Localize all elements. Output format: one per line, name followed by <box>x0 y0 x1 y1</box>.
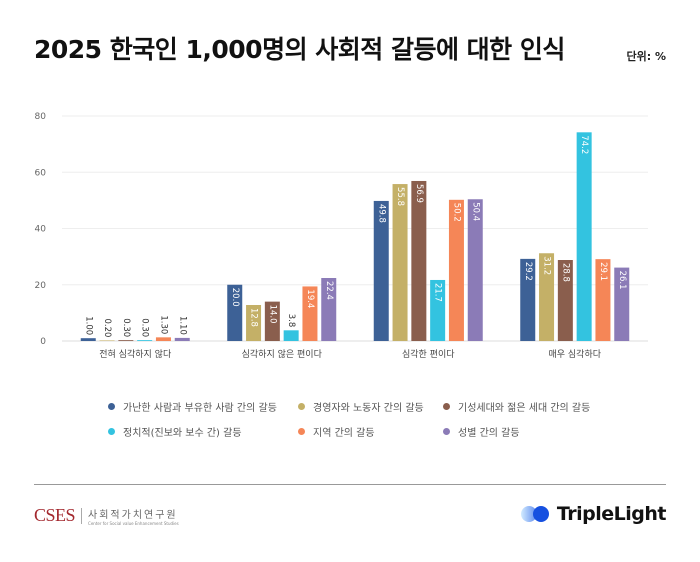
bar <box>430 279 446 341</box>
x-tick-label: 매우 심각하다 <box>548 348 601 360</box>
bar <box>520 258 536 341</box>
legend-swatch <box>298 403 305 410</box>
bar <box>227 284 243 341</box>
legend-swatch <box>443 403 450 410</box>
data-label: 26.1 <box>617 271 627 290</box>
data-label: 29.1 <box>598 262 608 281</box>
legend-item: 지역 간의 갈등 <box>298 424 375 439</box>
data-label: 56.9 <box>414 184 424 203</box>
triplelight-logo-text: TripleLight <box>556 503 667 525</box>
bar <box>283 330 299 341</box>
legend-swatch <box>443 428 450 435</box>
legend-item: 정치적(진보와 보수 간) 갈등 <box>108 424 242 439</box>
legend-label: 지역 간의 갈등 <box>313 428 375 439</box>
unit-label: 단위: % <box>626 50 667 63</box>
y-tick-label: 60 <box>35 168 47 178</box>
bar <box>321 278 337 341</box>
data-label: 14.0 <box>267 305 277 324</box>
data-label: 3.8 <box>286 314 296 328</box>
data-label: 19.4 <box>305 289 315 308</box>
legend-swatch <box>108 428 115 435</box>
data-label: 31.2 <box>542 256 552 275</box>
legend-item: 성별 간의 갈등 <box>443 424 520 439</box>
x-tick-label: 심각한 편이다 <box>402 348 455 360</box>
divider <box>34 484 666 485</box>
y-tick-label: 40 <box>35 225 47 235</box>
legend-label: 경영자와 노동자 간의 갈등 <box>313 403 424 414</box>
data-label: 0.20 <box>102 319 112 338</box>
bar <box>576 132 592 341</box>
bar <box>557 260 573 341</box>
data-label: 49.8 <box>376 204 386 223</box>
legend-item: 기성세대와 젊은 세대 간의 갈등 <box>443 399 590 414</box>
bar <box>448 199 464 341</box>
triplelight-logo-icon <box>520 506 549 522</box>
bar <box>614 267 630 341</box>
bar <box>174 337 190 341</box>
data-label: 0.30 <box>121 318 131 337</box>
legend-label: 정치적(진보와 보수 간) 갈등 <box>123 428 242 439</box>
bar <box>539 253 555 341</box>
bar <box>80 338 96 341</box>
legend-label: 가난한 사람과 부유한 사람 간의 갈등 <box>123 403 277 414</box>
legend-swatch <box>298 428 305 435</box>
data-label: 12.8 <box>249 308 259 327</box>
x-tick-label: 심각하지 않은 편이다 <box>242 348 323 360</box>
bar <box>595 259 611 341</box>
cses-logo-text: CSES <box>34 505 76 525</box>
bar-chart: 0 20 40 60 80 전혀 심각하지 않다 1.00 0.20 0.30 0.30 1.30 1… <box>35 112 648 360</box>
cses-english-name: Center for Social value Enhancement Stud… <box>88 520 179 526</box>
bar <box>392 184 408 341</box>
legend-label: 성별 간의 갈등 <box>458 428 520 439</box>
data-label: 22.4 <box>324 281 334 300</box>
data-label: 28.8 <box>560 263 570 282</box>
data-label: 29.2 <box>523 262 533 281</box>
data-label: 20.0 <box>230 288 240 307</box>
legend-swatch <box>108 403 115 410</box>
bar <box>411 180 427 341</box>
bar <box>137 340 153 341</box>
triplelight-logo: TripleLight <box>519 503 667 525</box>
bar <box>302 286 318 341</box>
bar <box>155 337 171 341</box>
data-label: 1.30 <box>158 315 168 334</box>
bar <box>99 340 115 341</box>
legend-label: 기성세대와 젊은 세대 간의 갈등 <box>458 403 591 414</box>
data-label: 55.8 <box>395 187 405 206</box>
bar <box>118 340 134 341</box>
data-label: 50.2 <box>451 203 461 222</box>
data-label: 1.10 <box>177 316 187 335</box>
legend-item: 가난한 사람과 부유한 사람 간의 갈등 <box>108 399 277 414</box>
bar <box>246 305 262 341</box>
x-tick-label: 전혀 심각하지 않다 <box>99 348 172 360</box>
y-tick-label: 0 <box>40 337 46 347</box>
y-tick-label: 80 <box>35 112 47 122</box>
bar <box>467 199 483 341</box>
data-label: 21.7 <box>433 283 443 302</box>
bar <box>264 301 280 341</box>
data-label: 50.4 <box>470 202 480 221</box>
page-title: 2025 한국인 1,000명의 사회적 갈등에 대한 인식 <box>34 35 565 64</box>
y-tick-label: 20 <box>35 281 47 291</box>
data-label: 74.2 <box>579 135 589 154</box>
legend-item: 경영자와 노동자 간의 갈등 <box>298 399 424 414</box>
data-label: 0.30 <box>140 318 150 337</box>
cses-logo: CSES 사회적가치연구원 Center for Social value Enh… <box>34 505 179 526</box>
cses-korean-name: 사회적가치연구원 <box>88 509 178 521</box>
data-label: 1.00 <box>83 316 93 335</box>
bar <box>373 200 389 341</box>
